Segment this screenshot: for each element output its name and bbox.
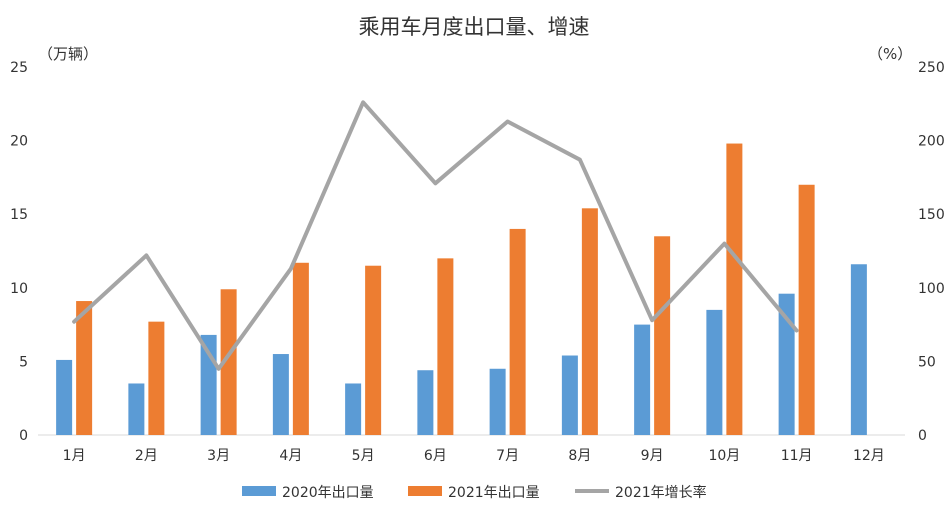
right-axis-ticks: 0 50 100 150 200 250: [918, 60, 945, 444]
bar-2020: [272, 354, 289, 435]
x-tick-label: 5月: [352, 448, 375, 464]
bar-2020: [561, 355, 578, 435]
x-tick-label: 3月: [207, 448, 230, 464]
bar-2021: [365, 265, 382, 435]
bar-2020: [706, 309, 723, 435]
x-tick-label: 6月: [424, 448, 447, 464]
growth-rate-point: [144, 253, 148, 257]
legend-label: 2021年出口量: [448, 485, 540, 501]
right-tick-label: 200: [918, 134, 945, 150]
right-axis-unit: （%）: [868, 45, 912, 63]
chart-title: 乘用车月度出口量、增速: [359, 15, 590, 39]
bar-2021: [76, 301, 93, 435]
bar-marks: [56, 143, 867, 435]
left-axis-unit: （万辆）: [38, 45, 98, 63]
x-tick-label: 1月: [63, 448, 86, 464]
bar-2020: [489, 368, 506, 435]
legend-swatch-bar: [408, 486, 442, 496]
left-tick-label: 20: [10, 134, 28, 150]
bar-2020: [634, 324, 651, 435]
x-tick-label: 11月: [781, 448, 813, 464]
growth-rate-line: [72, 100, 799, 371]
x-tick-label: 10月: [708, 448, 740, 464]
bar-2020: [417, 370, 434, 435]
x-tick-label: 4月: [279, 448, 302, 464]
bar-2021: [726, 143, 743, 435]
growth-rate-point: [72, 320, 76, 324]
bar-2021: [148, 321, 165, 435]
growth-rate-point: [722, 242, 726, 246]
right-tick-label: 0: [918, 428, 927, 444]
growth-rate-point: [433, 181, 437, 185]
right-tick-label: 150: [918, 207, 945, 223]
right-tick-label: 100: [918, 281, 945, 297]
growth-rate-point: [506, 119, 510, 123]
legend: 2020年出口量 2021年出口量 2021年增长率: [242, 484, 707, 501]
x-axis-labels: 1月 2月 3月 4月 5月 6月 7月 8月 9月 10月 11月 12月: [63, 448, 885, 464]
bar-2021: [509, 228, 526, 435]
bar-2021: [654, 236, 671, 435]
growth-rate-point: [289, 267, 293, 271]
legend-label: 2020年出口量: [282, 485, 374, 501]
right-tick-label: 50: [918, 354, 936, 370]
legend-label: 2021年增长率: [615, 484, 707, 501]
left-axis-ticks: 0 5 10 15 20 25: [10, 60, 28, 444]
bar-2021: [581, 208, 598, 435]
line-marks: [72, 100, 799, 371]
growth-rate-point: [650, 318, 654, 322]
bar-2021: [437, 258, 454, 435]
growth-rate-point: [217, 367, 221, 371]
x-tick-label: 8月: [568, 448, 591, 464]
right-tick-label: 250: [918, 60, 945, 76]
bar-2020: [778, 293, 795, 435]
bar-2021: [220, 289, 237, 435]
x-tick-label: 2月: [135, 448, 158, 464]
x-tick-label: 12月: [853, 448, 885, 464]
bar-2021: [798, 184, 815, 435]
bar-2020: [850, 264, 867, 435]
growth-rate-point: [795, 328, 799, 332]
left-tick-label: 0: [19, 428, 28, 444]
bar-2020: [56, 359, 73, 435]
bar-2020: [345, 383, 362, 435]
bar-2021: [292, 262, 309, 435]
x-tick-label: 7月: [496, 448, 519, 464]
x-tick-label: 9月: [641, 448, 664, 464]
left-tick-label: 15: [10, 207, 28, 223]
legend-swatch-bar: [242, 486, 276, 496]
left-tick-label: 5: [19, 354, 28, 370]
left-tick-label: 10: [10, 281, 28, 297]
left-tick-label: 25: [10, 60, 28, 76]
bar-2020: [128, 383, 145, 435]
growth-rate-point: [361, 100, 365, 104]
growth-rate-point: [578, 158, 582, 162]
